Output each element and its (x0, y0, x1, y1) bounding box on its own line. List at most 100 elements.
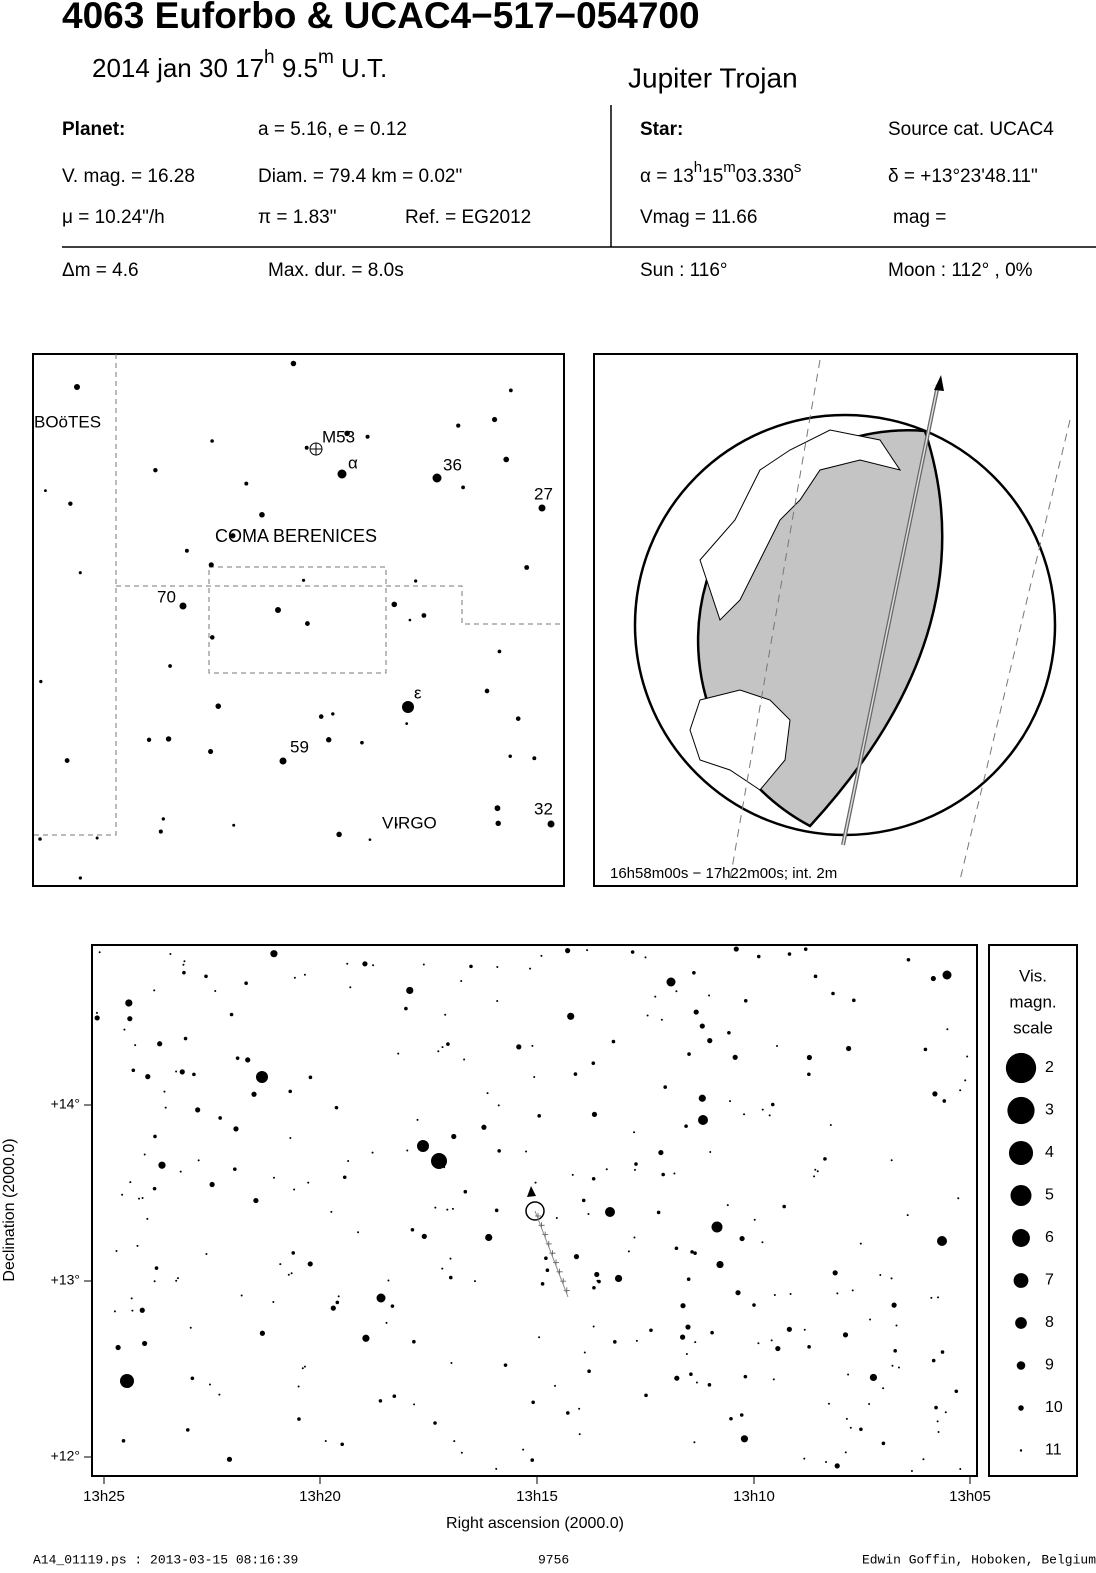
delta-mag: Δm = 4.6 (62, 260, 139, 281)
star (591, 1061, 596, 1065)
star (347, 1159, 350, 1162)
star (573, 1254, 580, 1260)
star (163, 1090, 166, 1093)
star (522, 1448, 525, 1451)
star (330, 1305, 336, 1311)
star (534, 1181, 537, 1184)
star (185, 1428, 190, 1432)
star (729, 1416, 733, 1421)
cluster-cross (310, 443, 322, 455)
star (451, 1207, 454, 1210)
footer-file: A14_01119.ps : 2013-03-15 08:16:39 (33, 1552, 298, 1567)
star (362, 961, 368, 967)
star (450, 1361, 453, 1364)
shadow-path (842, 384, 939, 846)
star (937, 1431, 940, 1434)
star (496, 1000, 499, 1003)
star (251, 1091, 257, 1097)
ra: α = 13h15m03.330s (640, 159, 801, 187)
star (402, 701, 414, 713)
star (827, 1402, 830, 1405)
star (611, 1039, 616, 1044)
star (891, 1302, 897, 1308)
star (115, 1344, 121, 1351)
star (175, 1070, 178, 1073)
star (768, 1114, 771, 1117)
map-label: VIRGO (382, 813, 437, 832)
star (770, 1102, 775, 1107)
star (685, 1352, 688, 1355)
star (272, 1176, 275, 1179)
star (508, 754, 512, 759)
date-time: 2014 jan 30 17h 9.5m U.T. (92, 47, 387, 83)
star (259, 1330, 265, 1336)
ra-part: 15 (702, 166, 723, 187)
star (177, 1277, 180, 1280)
star (441, 1267, 444, 1270)
star (743, 1113, 746, 1116)
map-label: BOöTES (34, 412, 101, 431)
star (934, 1405, 938, 1410)
asteroid-path (534, 1210, 569, 1298)
star (710, 1330, 714, 1335)
star (806, 1054, 812, 1061)
star (891, 1364, 894, 1367)
star (709, 1150, 712, 1153)
x-tick-label: 13h25 (83, 1488, 125, 1505)
star (930, 975, 936, 982)
star (689, 1372, 693, 1377)
star (78, 876, 82, 880)
star (179, 1069, 185, 1075)
star (272, 1300, 275, 1303)
scale-label: 7 (1045, 1272, 1054, 1289)
star (456, 423, 461, 428)
star (139, 1307, 145, 1313)
star (421, 613, 427, 618)
star (165, 736, 172, 742)
star (169, 952, 172, 955)
orbit: a = 5.16, e = 0.12 (258, 119, 407, 140)
star (432, 473, 442, 483)
star (831, 991, 835, 996)
finder-stars: BOöTES M53 α 36 27 COMA BERENICES 70 ε 59 VIRGO 32 (34, 360, 555, 880)
star (38, 837, 42, 841)
star (495, 820, 501, 827)
star (485, 1233, 493, 1242)
target-circle (525, 1201, 545, 1221)
scale-title: scale (1013, 1018, 1053, 1037)
star (554, 1384, 557, 1387)
star (829, 1123, 832, 1126)
star (214, 989, 217, 992)
star (846, 1045, 852, 1052)
map-label: ε (414, 683, 422, 702)
star (473, 1280, 476, 1283)
star (422, 963, 425, 966)
y-tick-label: +13° (51, 1272, 80, 1288)
star (365, 434, 370, 439)
star (693, 1251, 697, 1255)
star (208, 749, 214, 755)
star (545, 1268, 550, 1272)
star (663, 1085, 668, 1089)
star (906, 1214, 909, 1217)
star (138, 1197, 141, 1200)
star (289, 1136, 292, 1139)
star (531, 1044, 534, 1047)
limit-lines (729, 359, 1071, 881)
star (141, 1196, 144, 1199)
max-duration: Max. dur. = 8.0s (268, 260, 404, 281)
star (168, 664, 172, 668)
star (120, 1374, 134, 1388)
star (372, 964, 375, 967)
scale-frame (988, 944, 1078, 1477)
star (674, 1246, 679, 1251)
star (414, 579, 418, 583)
star (931, 1358, 936, 1363)
star (390, 1304, 395, 1308)
star (218, 1393, 221, 1396)
star (954, 1389, 959, 1394)
star (533, 1076, 536, 1079)
globe (633, 359, 1071, 881)
star (740, 1435, 749, 1443)
star (449, 1257, 452, 1260)
